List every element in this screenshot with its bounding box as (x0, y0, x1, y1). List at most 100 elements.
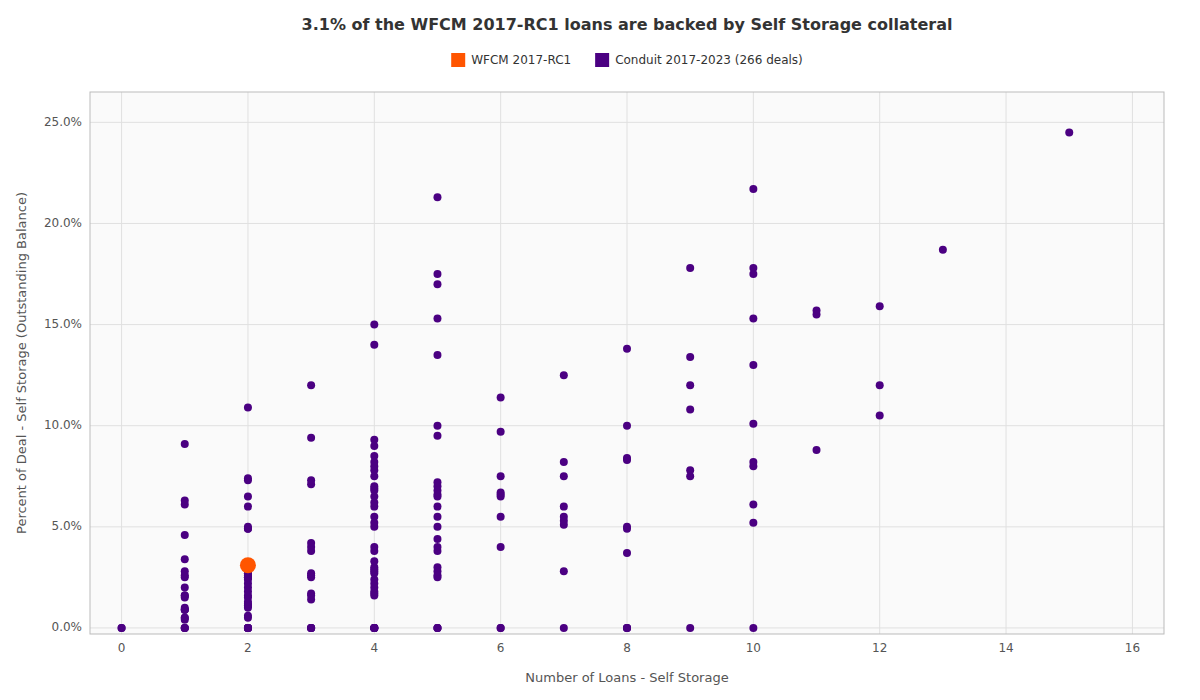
scatter-point (244, 624, 252, 632)
scatter-point (623, 549, 631, 557)
scatter-point (370, 624, 378, 632)
tick-labels: 0.0%5.0%10.0%15.0%20.0%25.0%024681012141… (44, 115, 1140, 655)
x-tick-label: 10 (746, 641, 761, 655)
scatter-point (433, 422, 441, 430)
scatter-point (370, 341, 378, 349)
legend-item: Conduit 2017-2023 (266 deals) (595, 53, 803, 68)
scatter-point (181, 555, 189, 563)
scatter-point (181, 583, 189, 591)
scatter-point (307, 434, 315, 442)
y-tick-label: 0.0% (52, 620, 83, 634)
scatter-point (749, 501, 757, 509)
scatter-point (181, 624, 189, 632)
scatter-point (433, 523, 441, 531)
scatter-point (623, 624, 631, 632)
scatter-point (497, 513, 505, 521)
scatter-point (433, 535, 441, 543)
scatter-point (307, 569, 315, 577)
scatter-point (370, 624, 378, 632)
legend-label: Conduit 2017-2023 (266 deals) (615, 53, 803, 67)
chart-svg: 0.0%5.0%10.0%15.0%20.0%25.0%024681012141… (0, 0, 1200, 700)
scatter-point (181, 614, 189, 622)
scatter-point (433, 432, 441, 440)
scatter-point (307, 624, 315, 632)
scatter-point (433, 563, 441, 571)
scatter-point (181, 624, 189, 632)
scatter-point (686, 381, 694, 389)
scatter-point (181, 440, 189, 448)
series-points (240, 557, 256, 573)
x-grid-line (879, 92, 880, 634)
scatter-point (307, 539, 315, 547)
scatter-point (623, 624, 631, 632)
legend-label: WFCM 2017-RC1 (471, 53, 571, 67)
x-tick-label: 0 (118, 641, 126, 655)
scatter-point (1065, 128, 1073, 136)
scatter-point (433, 193, 441, 201)
scatter-point (433, 624, 441, 632)
scatter-point (749, 185, 757, 193)
scatter-point (623, 523, 631, 531)
scatter-point (560, 624, 568, 632)
scatter-point (244, 624, 252, 632)
scatter-point (560, 458, 568, 466)
scatter-point (181, 624, 189, 632)
scatter-point (497, 543, 505, 551)
x-grid-line (500, 92, 501, 634)
x-tick-label: 12 (872, 641, 887, 655)
scatter-point (433, 270, 441, 278)
scatter-point (433, 503, 441, 511)
scatter-point (244, 474, 252, 482)
scatter-point (307, 624, 315, 632)
scatter-point (307, 624, 315, 632)
scatter-point (623, 454, 631, 462)
scatter-point (370, 624, 378, 632)
scatter-point (876, 381, 884, 389)
scatter-point (370, 513, 378, 521)
scatter-point (244, 492, 252, 500)
scatter-point (749, 458, 757, 466)
scatter-point (370, 624, 378, 632)
scatter-point (370, 436, 378, 444)
scatter-point (433, 624, 441, 632)
scatter-point (813, 446, 821, 454)
scatter-point (307, 590, 315, 598)
scatter-point (497, 428, 505, 436)
scatter-point (181, 531, 189, 539)
scatter-point (433, 280, 441, 288)
scatter-point (497, 624, 505, 632)
y-tick-label: 15.0% (44, 317, 82, 331)
scatter-point (686, 406, 694, 414)
scatter-point (560, 513, 568, 521)
plot-area (90, 92, 1164, 634)
scatter-point (370, 624, 378, 632)
scatter-point (244, 403, 252, 411)
x-grid-line (121, 92, 122, 634)
scatter-point (876, 412, 884, 420)
scatter-point (370, 543, 378, 551)
scatter-point (939, 246, 947, 254)
scatter-point (433, 315, 441, 323)
scatter-point (244, 624, 252, 632)
scatter-point (497, 624, 505, 632)
scatter-point (244, 624, 252, 632)
y-tick-label: 10.0% (44, 418, 82, 432)
scatter-point (686, 353, 694, 361)
x-tick-label: 6 (497, 641, 505, 655)
x-tick-label: 16 (1125, 641, 1140, 655)
scatter-point (240, 557, 256, 573)
x-tick-label: 14 (998, 641, 1013, 655)
legend-swatch (595, 53, 609, 67)
scatter-point (623, 422, 631, 430)
scatter-point (686, 466, 694, 474)
scatter-point (433, 351, 441, 359)
scatter-point (244, 523, 252, 531)
scatter-point (370, 321, 378, 329)
scatter-point (686, 264, 694, 272)
scatter-point (118, 624, 126, 632)
y-tick-label: 25.0% (44, 115, 82, 129)
scatter-point (433, 513, 441, 521)
scatter-point (244, 624, 252, 632)
scatter-point (876, 302, 884, 310)
scatter-point (244, 624, 252, 632)
